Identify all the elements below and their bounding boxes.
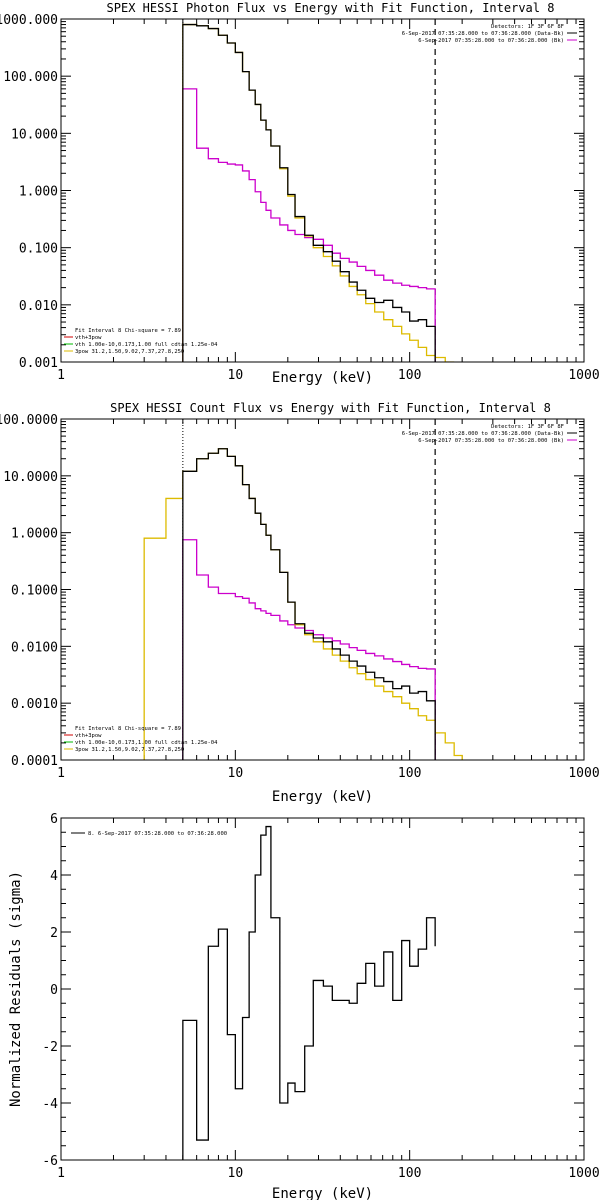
x-axis-label: Energy (keV) xyxy=(272,1186,373,1200)
y-tick-label: 100.0000 xyxy=(0,413,58,428)
y-tick-label: 1.0000 xyxy=(11,527,58,542)
chart-title: SPEX HESSI Photon Flux vs Energy with Fi… xyxy=(107,1,555,15)
x-tick-label: 100 xyxy=(398,766,421,781)
residual-legend-text: 8. 6-Sep-2017 07:35:28.000 to 07:36:28.0… xyxy=(88,831,227,837)
fit-legend-text: vth 1.00e-10,0.173,1.00 full cdtan 1.25e… xyxy=(75,342,218,348)
y-tick-label: 0.100 xyxy=(19,242,58,257)
y-tick-label: 100.000 xyxy=(3,70,58,85)
plot-frame xyxy=(60,18,585,363)
plot-frame xyxy=(60,418,585,761)
x-tick-label: 1000 xyxy=(568,766,599,781)
y-tick-label: 10.000 xyxy=(11,127,58,142)
y-tick-label: 0 xyxy=(50,983,58,998)
y-tick-label: 0.010 xyxy=(19,299,58,314)
info-legend-text: 6-Sep-2017 07:35:28.000 to 07:36:28.000 … xyxy=(418,438,564,444)
x-tick-label: 1 xyxy=(57,368,65,383)
series-line-data-bk xyxy=(182,23,436,362)
chart-panel-1: SPEX HESSI Photon Flux vs Energy with Fi… xyxy=(0,1,600,386)
x-tick-label: 1000 xyxy=(568,1166,599,1181)
info-legend-text: 6-Sep-2017 07:35:28.000 to 07:36:28.000 … xyxy=(402,431,564,437)
y-tick-label: 2 xyxy=(50,926,58,941)
series-line-bk xyxy=(182,539,436,760)
series-line-vth-3pow xyxy=(143,448,463,760)
chart-panel-3: Energy (keV) Normalized Residuals (sigma)… xyxy=(8,812,600,1200)
fit-legend-text: vth+3pow xyxy=(75,733,102,739)
fit-legend-text: Fit Interval 8 Chi-square = 7.89 xyxy=(75,328,181,334)
fit-legend-text: Fit Interval 8 Chi-square = 7.89 xyxy=(75,726,181,732)
x-tick-label: 1 xyxy=(57,1166,65,1181)
x-tick-label: 10 xyxy=(228,368,244,383)
info-legend-text: 6-Sep-2017 07:35:28.000 to 07:36:28.000 … xyxy=(418,38,564,44)
y-tick-label: 1000.000 xyxy=(0,13,58,28)
series-line-bk xyxy=(182,88,436,362)
fit-legend-text: vth+3pow xyxy=(75,335,102,341)
y-tick-label: 0.0010 xyxy=(11,697,58,712)
y-axis-label: Normalized Residuals (sigma) xyxy=(8,871,24,1107)
x-tick-label: 10 xyxy=(228,766,244,781)
x-axis-label: Energy (keV) xyxy=(272,789,373,805)
y-tick-label: 0.0100 xyxy=(11,640,58,655)
plot-area xyxy=(182,825,436,1160)
y-tick-label: 10.0000 xyxy=(3,470,58,485)
plot-area xyxy=(143,419,463,760)
series-line-residuals xyxy=(182,825,436,1160)
y-tick-label: -4 xyxy=(42,1097,58,1112)
fit-legend-text: vth 1.00e-10,0.173,1.00 full cdtan 1.25e… xyxy=(75,740,218,746)
y-tick-label: -6 xyxy=(42,1154,58,1169)
x-tick-label: 10 xyxy=(228,1166,244,1181)
plot-area xyxy=(143,19,455,362)
series-line-data-bk xyxy=(182,448,436,760)
x-tick-label: 1000 xyxy=(568,368,599,383)
series-line-vth-3pow xyxy=(143,23,455,362)
x-axis-label: Energy (keV) xyxy=(272,370,373,386)
y-tick-label: 4 xyxy=(50,869,58,884)
y-tick-label: 1.000 xyxy=(19,185,58,200)
chart-panel-2: SPEX HESSI Count Flux vs Energy with Fit… xyxy=(0,401,600,805)
x-tick-label: 100 xyxy=(398,1166,421,1181)
x-tick-label: 1 xyxy=(57,766,65,781)
y-tick-label: 0.0001 xyxy=(11,754,58,769)
y-tick-label: 0.001 xyxy=(19,356,58,371)
y-tick-label: 6 xyxy=(50,812,58,827)
y-tick-label: 0.1000 xyxy=(11,584,58,599)
fit-legend-text: 3pow 31.2,1.50,9.02,7.37,27.8,250 xyxy=(75,349,184,355)
info-legend-text: Detectors: 1F 3F 6F 8F xyxy=(491,424,564,430)
info-legend-text: Detectors: 1F 3F 6F 8F xyxy=(491,24,564,30)
fit-legend-text: 3pow 31.2,1.50,9.02,7.37,27.8,250 xyxy=(75,747,184,753)
info-legend-text: 6-Sep-2017 07:35:28.000 to 07:36:28.000 … xyxy=(402,31,564,37)
plot-frame xyxy=(60,817,585,1161)
chart-title: SPEX HESSI Count Flux vs Energy with Fit… xyxy=(110,401,551,415)
x-tick-label: 100 xyxy=(398,368,421,383)
y-tick-label: -2 xyxy=(42,1040,58,1055)
